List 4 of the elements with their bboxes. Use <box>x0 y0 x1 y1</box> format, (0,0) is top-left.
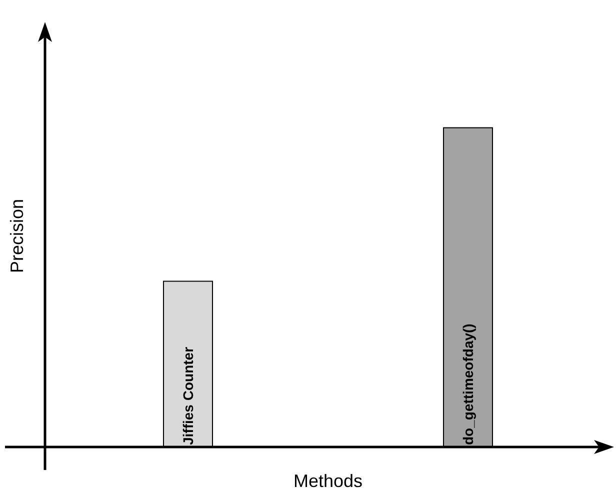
x-tick-label: do_gettimeofday() <box>460 324 476 445</box>
y-axis-title: Precision <box>7 198 27 274</box>
x-axis-title: Methods <box>293 471 363 491</box>
x-tick-label: Jiffies Counter <box>180 346 196 445</box>
